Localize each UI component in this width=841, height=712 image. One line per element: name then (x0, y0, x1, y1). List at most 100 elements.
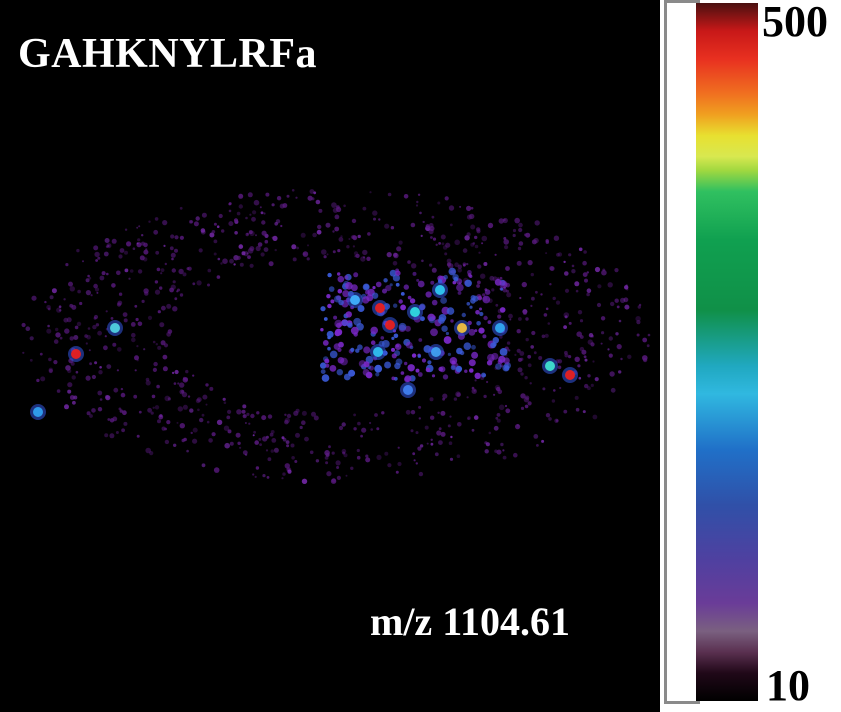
cluster-dot (365, 371, 373, 379)
speckle-dot (564, 315, 568, 319)
speckle-dot (105, 310, 108, 313)
cluster-dot (395, 358, 403, 366)
speckle-dot (597, 284, 602, 289)
speckle-dot (438, 427, 442, 431)
speckle-dot (466, 262, 469, 266)
speckle-dot (610, 387, 616, 393)
speckle-dot (97, 330, 102, 336)
speckle-dot (177, 382, 180, 385)
speckle-dot (111, 238, 117, 244)
speckle-dot (65, 365, 71, 371)
cluster-dot (464, 369, 468, 373)
speckle-dot (63, 317, 69, 323)
speckle-dot (264, 239, 269, 244)
speckle-dot (506, 292, 512, 298)
speckle-dot (40, 376, 46, 382)
speckle-dot (261, 415, 267, 421)
speckle-dot (407, 260, 411, 264)
cluster-dot (471, 351, 479, 359)
speckle-dot (584, 278, 588, 283)
cluster-dot (464, 279, 472, 287)
speckle-dot (241, 251, 246, 256)
cluster-dot (492, 337, 499, 344)
speckle-dot (159, 322, 165, 328)
speckle-dot (206, 420, 210, 424)
speckle-dot (457, 264, 462, 269)
speckle-dot (218, 213, 223, 219)
cluster-dot (393, 303, 398, 308)
speckle-dot (170, 234, 175, 239)
speckle-dot (205, 383, 209, 387)
speckle-dot (276, 196, 282, 201)
speckle-dot (137, 321, 143, 327)
speckle-dot (559, 386, 562, 390)
speckle-dot (494, 449, 498, 453)
speckle-dot (527, 363, 532, 368)
speckle-dot (161, 426, 166, 431)
speckle-dot (145, 380, 151, 386)
cluster-dot (475, 310, 480, 315)
speckle-dot (410, 222, 416, 228)
cluster-dot (345, 311, 352, 318)
speckle-dot (268, 261, 274, 267)
cluster-dot (407, 295, 412, 300)
speckle-dot (608, 353, 613, 358)
speckle-dot (129, 269, 134, 273)
speckle-dot (332, 250, 336, 254)
speckle-dot (366, 256, 371, 261)
speckle-dot (448, 441, 453, 446)
cluster-dot (404, 325, 411, 332)
speckle-dot (516, 260, 522, 266)
speckle-dot (616, 344, 622, 350)
speckle-dot (568, 253, 572, 257)
speckle-dot (263, 212, 266, 215)
speckle-dot (143, 348, 146, 351)
speckle-dot (471, 428, 475, 432)
cluster-dot (457, 291, 462, 295)
hotspot-core (385, 320, 395, 330)
speckle-dot (106, 243, 112, 249)
speckle-dot (505, 266, 510, 271)
speckle-dot (497, 389, 503, 395)
speckle-dot (253, 430, 256, 434)
speckle-dot (422, 221, 425, 223)
cluster-dot (322, 340, 329, 346)
speckle-dot (438, 440, 443, 445)
speckle-dot (502, 449, 505, 452)
cluster-dot (456, 347, 463, 355)
speckle-dot (484, 449, 489, 454)
speckle-dot (154, 217, 159, 221)
speckle-dot (584, 358, 588, 362)
speckle-dot (48, 367, 53, 372)
speckle-dot (136, 242, 139, 245)
speckle-dot (281, 477, 284, 480)
speckle-dot (444, 252, 448, 256)
speckle-dot (470, 224, 476, 230)
speckle-dot (161, 305, 166, 311)
cluster-dot (479, 307, 482, 311)
speckle-dot (169, 287, 175, 293)
speckle-dot (421, 259, 424, 263)
speckle-dot (236, 409, 242, 415)
speckle-dot (91, 374, 96, 380)
speckle-dot (262, 474, 266, 478)
speckle-dot (266, 476, 270, 479)
speckle-dot (59, 336, 63, 340)
intensity-colorbar (696, 3, 758, 701)
speckle-dot (574, 356, 580, 362)
speckle-dot (195, 216, 200, 221)
speckle-dot (601, 331, 605, 335)
speckle-dot (497, 314, 502, 319)
cluster-dot (455, 365, 463, 373)
cluster-dot (324, 358, 330, 364)
speckle-dot (311, 197, 315, 201)
speckle-dot (171, 257, 174, 261)
speckle-dot (345, 474, 348, 477)
speckle-dot (592, 414, 598, 420)
speckle-dot (178, 268, 184, 275)
speckle-dot (139, 255, 145, 261)
speckle-dot (174, 248, 178, 253)
speckle-dot (494, 253, 497, 256)
speckle-dot (437, 411, 440, 414)
speckle-dot (209, 386, 214, 391)
